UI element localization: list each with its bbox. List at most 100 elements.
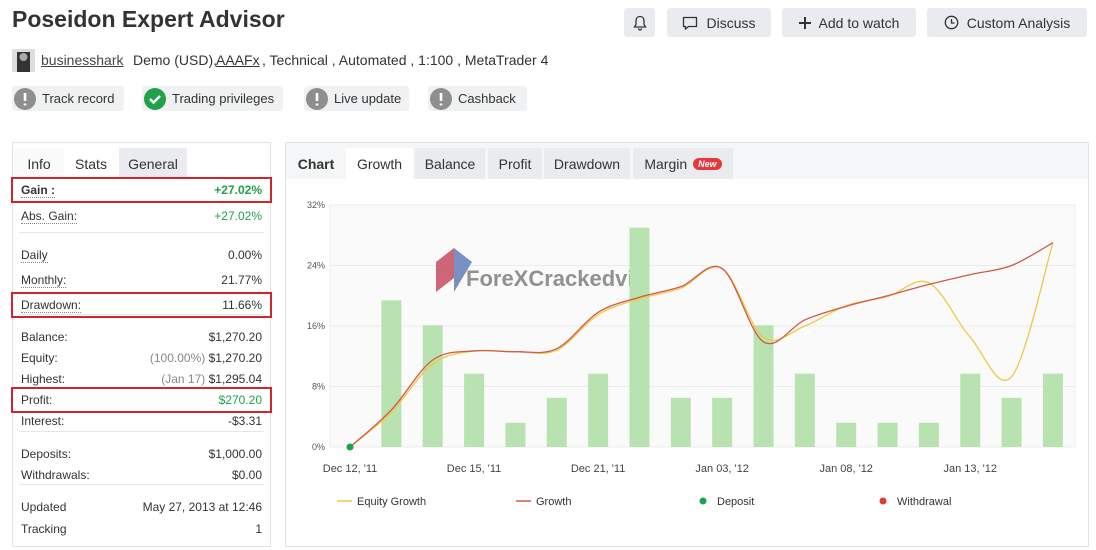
stat-value: $1,000.00 — [209, 447, 262, 461]
status-icon — [306, 87, 328, 110]
broker-link[interactable]: AAAFx — [216, 52, 260, 68]
watch-button[interactable]: Add to watch — [782, 8, 916, 37]
stat-label: Highest: — [21, 372, 66, 386]
chart-panel: Chart Growth Balance Profit Drawdown Margin Ne… — [285, 142, 1089, 547]
stat-number: May 27, 2013 at 12:46 — [142, 500, 262, 514]
x-tick-label: Jan 08, '12 — [819, 463, 872, 475]
panel-tab[interactable]: Info — [14, 148, 64, 179]
new-badge: New — [693, 157, 722, 170]
stat-number: 0.00% — [227, 248, 262, 262]
separator — [19, 431, 264, 432]
panel-tab[interactable]: General — [119, 148, 187, 179]
stat-row: Profit: $270.20 — [11, 387, 272, 413]
account-details: , Technical , Automated , 1:100 , MetaTr… — [262, 52, 549, 68]
stat-label: Interest: — [21, 414, 65, 428]
watermark: ForeXCrackedvip — [436, 248, 647, 292]
button-label: Add to watch — [818, 14, 900, 31]
stat-row: Abs. Gain: +27.02% — [13, 205, 270, 227]
bar — [1042, 373, 1063, 447]
stat-row: Interest: -$3.31 — [13, 410, 270, 432]
stat-row: Daily 0.00% — [13, 244, 270, 266]
stat-number: 1 — [255, 522, 262, 536]
button-label: Discuss — [706, 14, 756, 31]
stat-number: $1,000.00 — [208, 447, 262, 461]
bar — [670, 397, 691, 447]
bar — [753, 325, 774, 447]
page-title: Poseidon Expert Advisor — [12, 6, 285, 32]
bar — [546, 397, 567, 447]
stat-value: May 27, 2013 at 12:46 — [143, 500, 262, 514]
discuss-button[interactable]: Discuss — [667, 8, 771, 37]
icon-check — [149, 94, 161, 104]
button-label: Custom Analysis — [966, 14, 1071, 31]
watermark-logo — [454, 248, 472, 292]
line — [349, 242, 1054, 448]
bar — [629, 227, 650, 447]
bar — [877, 422, 898, 447]
stat-row: Updated May 27, 2013 at 12:46 — [13, 496, 270, 518]
bar — [422, 325, 443, 447]
point — [346, 443, 354, 451]
user-link[interactable]: businesshark — [41, 52, 124, 68]
watermark-text: ForeXCrackedvip — [466, 266, 647, 291]
badge-label: Cashback — [458, 91, 516, 106]
status-icon — [430, 87, 452, 110]
stats-panel: Info Stats General Gain : +27.02% Abs. Gain: +… — [11, 142, 272, 547]
avatar — [12, 49, 35, 72]
tab-label: Chart — [297, 155, 335, 172]
clock-icon — [944, 15, 959, 30]
y-tick-label: 24% — [307, 261, 325, 271]
legend-label: Deposit — [717, 496, 754, 508]
x-tick-label: Dec 15, '11 — [447, 463, 501, 475]
stat-number: -$3.31 — [227, 414, 262, 428]
separator — [19, 314, 264, 315]
chart-tab[interactable]: Balance — [415, 148, 485, 179]
status-badge: Cashback — [428, 86, 527, 111]
chat-icon — [683, 16, 698, 30]
legend-label: Equity Growth — [357, 496, 426, 508]
panel-tab[interactable]: Stats — [65, 148, 117, 179]
chart-tab[interactable]: Growth — [346, 148, 413, 179]
stat-number: $270.20 — [218, 393, 262, 407]
stat-number: +27.02% — [214, 183, 262, 197]
bar — [794, 373, 815, 447]
bell-icon — [632, 15, 647, 31]
status-icon — [144, 87, 166, 110]
stat-value: $0.00 — [232, 468, 262, 482]
bar — [505, 422, 526, 447]
x-tick-label: Dec 12, '11 — [323, 463, 377, 475]
chart-tab[interactable]: Profit — [488, 148, 542, 179]
chart-tab[interactable]: Drawdown — [544, 148, 630, 179]
plus-icon — [798, 16, 811, 29]
stat-number: 21.77% — [221, 273, 262, 287]
analysis-button[interactable]: Custom Analysis — [927, 8, 1087, 37]
stat-label: Daily — [21, 248, 48, 263]
chart-tab[interactable]: Margin New — [633, 148, 733, 179]
stat-row: Drawdown: 11.66% — [11, 292, 272, 318]
stat-note: (Jan 17) — [161, 372, 206, 386]
stat-number: +27.02% — [214, 209, 262, 223]
stat-row: Equity: (100.00%) $1,270.20 — [13, 347, 270, 369]
tab-label: Growth — [356, 155, 403, 172]
stat-label: Equity: — [21, 351, 58, 365]
icon-circle — [144, 87, 166, 110]
stat-value: $270.20 — [219, 393, 262, 407]
stat-label: Gain : — [21, 183, 56, 198]
stat-label: Tracking — [21, 522, 67, 536]
watermark-logo — [436, 248, 454, 292]
badge-label: Track record — [42, 91, 115, 106]
stat-value: $1,270.20 — [209, 330, 262, 344]
bar — [960, 373, 981, 447]
stat-row: Balance: $1,270.20 — [13, 326, 270, 348]
separator — [19, 484, 264, 485]
stat-number: $1,295.04 — [208, 372, 262, 386]
bar — [712, 397, 733, 447]
y-tick-label: 16% — [307, 321, 325, 331]
tab-label: Balance — [424, 155, 476, 172]
stat-note: (100.00%) — [149, 351, 206, 365]
stat-value: 11.66% — [222, 298, 262, 312]
stat-value: 1 — [255, 522, 262, 536]
x-tick-label: Dec 21, '11 — [571, 463, 625, 475]
notify-button[interactable] — [624, 8, 655, 37]
